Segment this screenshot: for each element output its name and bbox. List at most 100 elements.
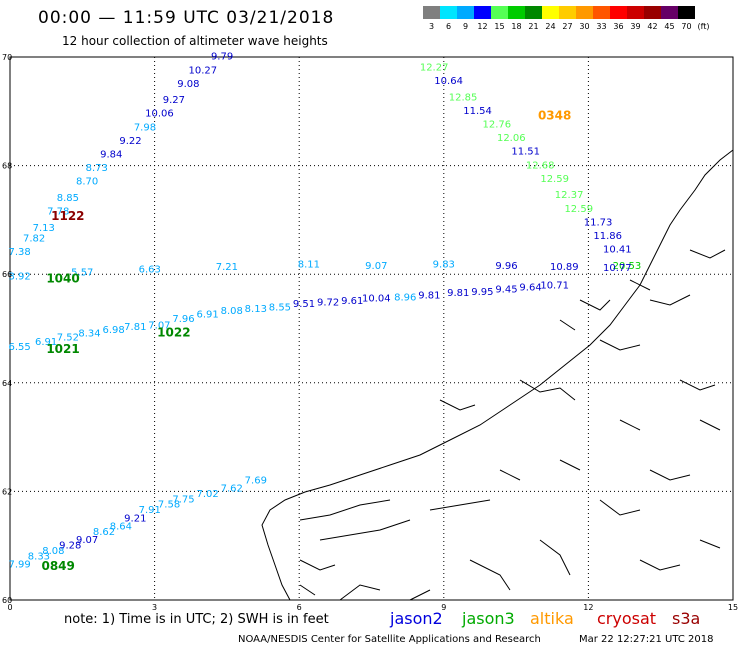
wave-height-label: 9.07 <box>76 535 98 546</box>
wave-height-label: 6.63 <box>139 265 161 276</box>
wave-height-label: 10.41 <box>603 244 632 255</box>
wave-height-label: 8.08 <box>221 306 243 317</box>
colorbar-swatch <box>576 6 593 19</box>
wave-height-label: 7.13 <box>33 223 55 234</box>
wave-height-label: 10.27 <box>188 65 217 76</box>
pass-time-label: 0849 <box>41 559 74 573</box>
colorbar-label: (ft) <box>697 22 710 31</box>
colorbar-label: 12 <box>477 22 488 31</box>
colorbar-swatch <box>661 6 678 19</box>
wave-height-label: 7.78 <box>47 206 69 217</box>
coastline-segment <box>519 249 726 401</box>
colorbar-swatch <box>525 6 542 19</box>
y-tick-label: 60 <box>2 596 12 605</box>
coastline <box>261 149 734 601</box>
footer-note: note: 1) Time is in UTC; 2) SWH is in fe… <box>64 612 329 627</box>
wave-height-label: 11.73 <box>584 217 613 228</box>
wave-height-label: 8.96 <box>394 292 416 303</box>
wave-height-label: 12.68 <box>526 160 555 171</box>
colorbar-swatch <box>423 6 440 19</box>
wave-height-label: 9.64 <box>519 282 541 293</box>
colorbar-swatch <box>457 6 474 19</box>
chart-title: 00:00 — 11:59 UTC 03/21/2018 <box>38 8 335 28</box>
y-tick-label: 70 <box>2 53 12 62</box>
coastline-segment <box>469 469 691 591</box>
wave-height-label: 8.62 <box>93 527 115 538</box>
wave-height-label: 8.13 <box>245 304 267 315</box>
wave-height-label: 9.84 <box>100 149 122 160</box>
wave-height-label: 8.08 <box>42 546 64 557</box>
credit-text: NOAA/NESDIS Center for Satellite Applica… <box>238 634 541 645</box>
wave-height-label: 9.95 <box>471 287 493 298</box>
x-tick-label: 0 <box>7 603 12 612</box>
wave-height-label: 8.33 <box>28 551 50 562</box>
wave-height-label: 9.21 <box>124 513 146 524</box>
wave-height-label: 9.51 <box>293 299 315 310</box>
wave-height-label: 9.81 <box>418 291 440 302</box>
colorbar-label: 33 <box>596 22 607 31</box>
wave-height-label: 11.86 <box>593 231 622 242</box>
legend-cryosat: cryosat <box>597 609 657 628</box>
axis-ticks: 0 3 6 9 12 15 70 68 66 64 62 60 <box>2 53 738 612</box>
wave-height-label: 9.72 <box>317 298 339 309</box>
wave-height-label: 12.06 <box>497 133 526 144</box>
wave-height-label: 7.91 <box>139 505 161 516</box>
colorbar-label: 24 <box>545 22 556 31</box>
colorbar-swatch <box>474 6 491 19</box>
wave-height-label: 7.07 <box>148 321 170 332</box>
coastline-segment <box>299 499 491 541</box>
x-tick-label: 12 <box>583 603 593 612</box>
colorbar-label: 45 <box>664 22 675 31</box>
wave-height-label: 7.81 <box>124 322 146 333</box>
wave-height-label: 10.71 <box>540 280 569 291</box>
colorbar-swatch <box>559 6 576 19</box>
chart-subtitle: 12 hour collection of altimeter wave hei… <box>62 34 328 48</box>
wave-height-label: 9.22 <box>119 136 141 147</box>
wave-height-label: 12.59 <box>564 204 593 215</box>
wave-height-label: 6.91 <box>35 337 57 348</box>
colorbar-swatch <box>491 6 508 19</box>
colorbar-label: 3 <box>428 22 435 31</box>
data-labels: 9.79 10.27 9.08 9.27 10.06 7.98 9.22 9.84 8.73 8.… <box>9 52 642 573</box>
coastline-segment <box>499 379 721 481</box>
grid-lines <box>10 57 733 600</box>
colorbar-swatch <box>593 6 610 19</box>
wave-height-label: 12.37 <box>555 190 584 201</box>
wave-height-label: 12.27 <box>420 63 449 74</box>
wave-height-label: 7.82 <box>23 234 45 245</box>
wave-height-label: 8.85 <box>57 193 79 204</box>
y-tick-label: 64 <box>2 379 12 388</box>
colorbar-labels: 3 6 9 12 15 18 21 24 27 30 33 36 39 42 45 70 (ft) <box>423 22 712 31</box>
wave-height-label: 12.59 <box>540 174 569 185</box>
wave-height-label: 12.76 <box>482 120 511 131</box>
y-tick-label: 68 <box>2 162 12 171</box>
coastline-segment <box>261 149 734 601</box>
colorbar-label: 15 <box>494 22 505 31</box>
colorbar-label: 42 <box>647 22 658 31</box>
colorbar-swatch <box>508 6 525 19</box>
wave-height-label: 6.55 <box>9 342 31 353</box>
colorbar-swatch <box>678 6 695 19</box>
colorbar-label: 70 <box>681 22 692 31</box>
colorbar-label: 9 <box>462 22 469 31</box>
legend-jason2: jason2 <box>390 609 443 628</box>
wave-height-label: 11.51 <box>511 147 540 158</box>
colorbar-label: 39 <box>630 22 641 31</box>
wave-height-label: 6.98 <box>102 325 124 336</box>
colorbar-swatch <box>440 6 457 19</box>
wave-height-label: 8.55 <box>269 303 291 314</box>
wave-height-label: 7.99 <box>9 559 31 570</box>
coastline-segment <box>439 279 651 411</box>
wave-height-label: 10.06 <box>145 109 174 120</box>
pass-time-label: 1021 <box>46 342 79 356</box>
wave-height-label: 7.62 <box>221 483 243 494</box>
wave-height-label: 7.52 <box>57 332 79 343</box>
wave-height-label: 7.96 <box>172 314 194 325</box>
y-tick-label: 62 <box>2 487 12 496</box>
colorbar-swatch <box>542 6 559 19</box>
colorbar-label: 21 <box>528 22 539 31</box>
wave-height-label: 9.83 <box>433 260 455 271</box>
plot-frame <box>9 56 734 601</box>
colorbar-label: 36 <box>613 22 624 31</box>
pass-time-label: 1040 <box>46 271 79 285</box>
